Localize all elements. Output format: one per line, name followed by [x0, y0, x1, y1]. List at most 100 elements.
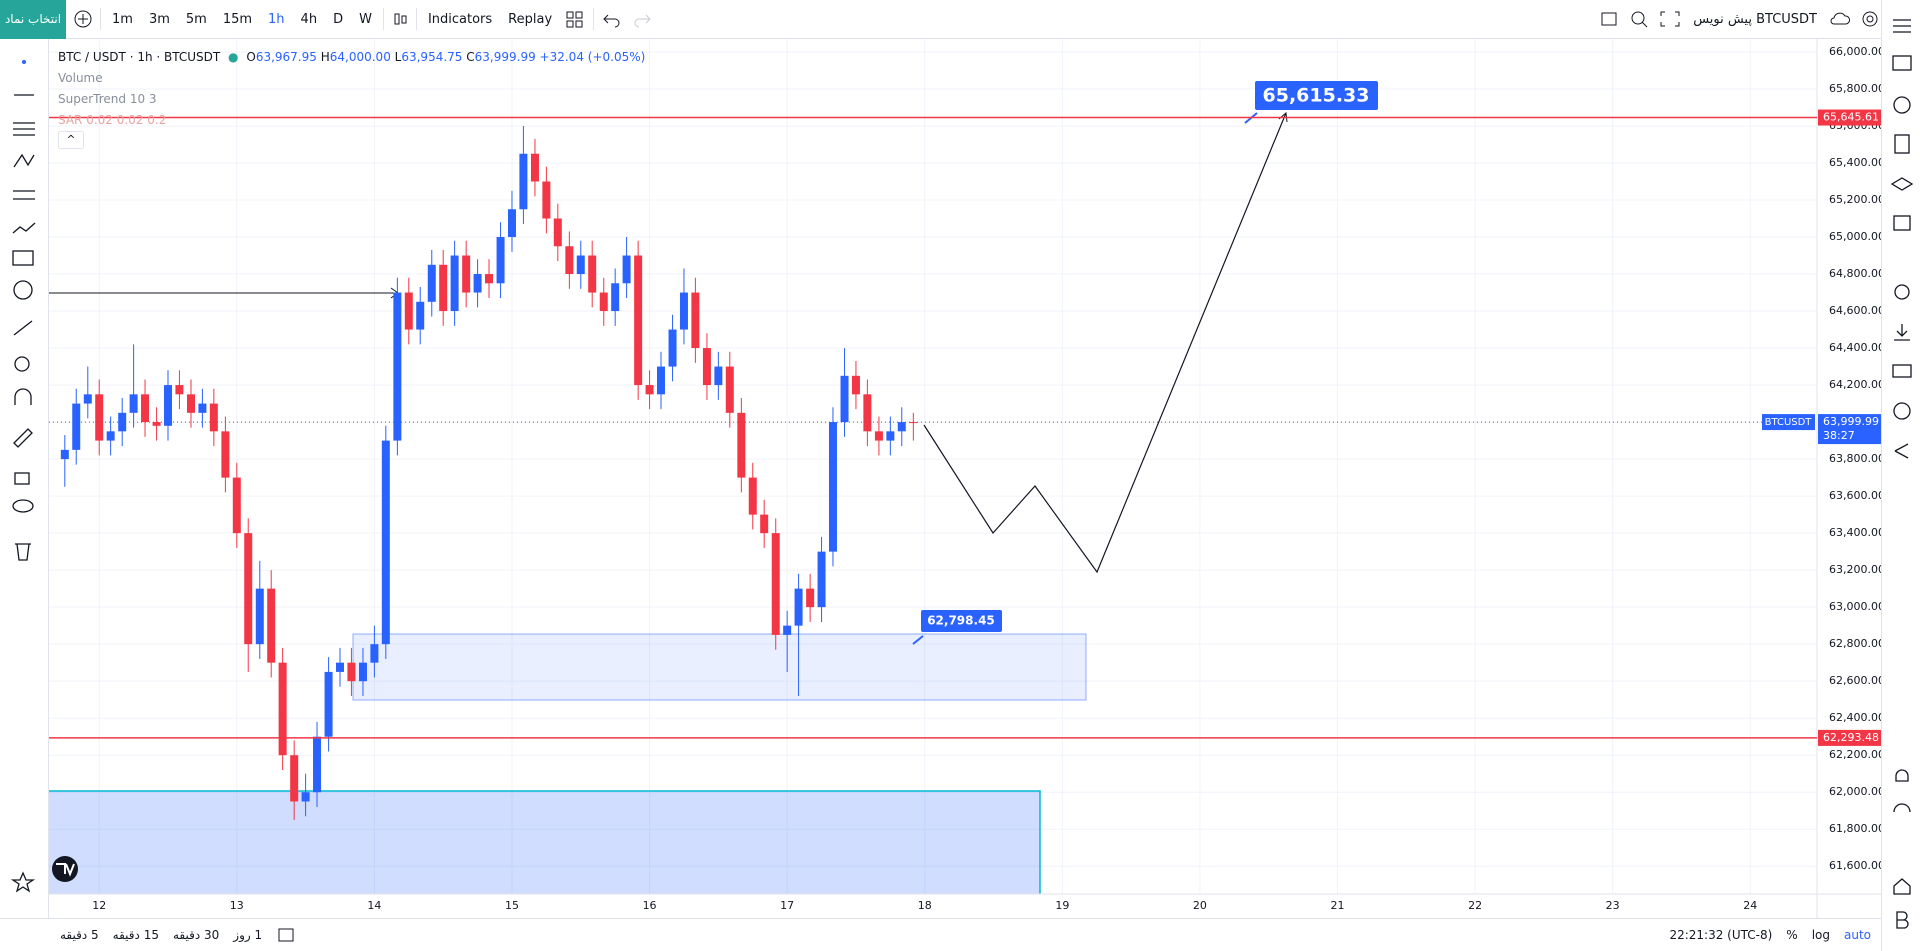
ruler-icon[interactable] [13, 320, 33, 336]
range-button[interactable]: 5 دقیقه [60, 928, 99, 942]
collapse-button[interactable]: ^ [58, 131, 84, 149]
profile-icon[interactable] [1893, 402, 1911, 420]
date-range-icon[interactable] [276, 926, 296, 944]
forecast-icon[interactable] [12, 222, 36, 234]
layers-icon[interactable] [1890, 177, 1914, 191]
interval[interactable]: D [333, 11, 344, 27]
candle-body [267, 588, 276, 663]
eye-icon[interactable] [12, 499, 34, 513]
interval[interactable]: W [359, 11, 372, 27]
candle-body [244, 533, 253, 645]
headset-icon[interactable] [1893, 803, 1911, 813]
candle-body [347, 662, 356, 682]
candle-body [95, 394, 104, 441]
bell-icon[interactable] [1895, 769, 1909, 782]
search-icon[interactable] [1628, 9, 1652, 29]
menu-icon[interactable] [1893, 19, 1911, 33]
candle-body [60, 449, 69, 460]
interval[interactable]: 5m [185, 11, 207, 27]
projection-icon[interactable] [13, 190, 35, 200]
watchlist-icon[interactable] [1892, 55, 1912, 71]
separator [415, 8, 417, 30]
price-label: 65,645.61 [1823, 111, 1879, 124]
zoom-icon[interactable] [14, 356, 30, 372]
ohlc-label: H [320, 50, 330, 64]
cloud-icon[interactable] [1828, 9, 1852, 29]
candles-icon[interactable] [390, 9, 410, 29]
candle-body [668, 329, 677, 367]
interval[interactable]: 15m [222, 11, 253, 27]
study[interactable]: SuperTrend 10 3 [58, 92, 157, 106]
star-icon[interactable] [10, 871, 36, 893]
candle-body [141, 394, 150, 423]
range-button[interactable]: 30 دقیقه [172, 928, 220, 942]
range-button[interactable]: 1 روز [233, 928, 263, 942]
candle-body [714, 366, 723, 386]
magnet-icon[interactable] [14, 388, 32, 405]
candle-body [83, 394, 92, 404]
lock-icon[interactable] [14, 472, 30, 485]
study[interactable]: Volume [58, 71, 103, 85]
interval[interactable]: 4h [300, 11, 318, 27]
pattern-icon[interactable] [13, 153, 35, 168]
add-icon[interactable] [72, 8, 94, 30]
cursor-icon[interactable] [22, 60, 26, 64]
layouts-icon[interactable] [563, 9, 587, 29]
axes: 61,600.00 61,800.00 62,000.00 62,200.00 62,4… [49, 45, 1881, 912]
home-icon[interactable] [1893, 878, 1911, 895]
y-tick-label: 61,600.00 [1829, 859, 1881, 872]
candle-body [691, 292, 700, 349]
auto-toggle[interactable]: auto [1843, 928, 1871, 942]
interval[interactable]: 3m [148, 11, 170, 27]
fullscreen-icon[interactable] [1598, 9, 1622, 29]
y-tick-label: 63,600.00 [1829, 489, 1881, 502]
callout-box [921, 610, 1002, 632]
logo-mark [56, 863, 75, 877]
settings-icon[interactable] [1894, 284, 1910, 300]
study[interactable]: SAR 0.02 0.02 0.2 [58, 113, 167, 127]
candle-body [622, 255, 631, 284]
indicators-button[interactable]: Indicators [427, 11, 493, 27]
interval[interactable]: 1m [112, 11, 133, 27]
y-tick-label: 64,400.00 [1829, 341, 1881, 354]
candle-body [519, 153, 528, 210]
x-tick-label: 12 [92, 899, 106, 912]
trash-icon[interactable] [15, 543, 31, 561]
y-tick-label: 65,200.00 [1829, 193, 1881, 206]
candle-body [725, 366, 734, 413]
emoji-icon[interactable] [13, 280, 33, 300]
x-tick-label: 22 [1468, 899, 1482, 912]
expand-icon[interactable] [1658, 9, 1682, 29]
y-tick-label: 63,800.00 [1829, 452, 1881, 465]
pencil-icon[interactable] [13, 428, 33, 448]
undo-icon[interactable] [600, 9, 624, 29]
calendar-icon[interactable] [1893, 215, 1911, 231]
candle-body [863, 394, 872, 432]
interval[interactable]: 1h [268, 11, 285, 27]
percent-toggle[interactable]: % [1786, 928, 1798, 942]
log-toggle[interactable]: log [1811, 928, 1830, 942]
range-button[interactable]: 15 دقیقه [112, 928, 159, 942]
symbol-button[interactable]: انتخاب نماد [0, 0, 66, 39]
alerts-icon[interactable] [1893, 96, 1911, 114]
candle-body [817, 551, 826, 608]
y-tick-label: 61,800.00 [1829, 822, 1881, 835]
share-icon[interactable] [1894, 443, 1909, 459]
notes-icon[interactable] [1894, 134, 1910, 154]
ohlc-label: O [246, 50, 256, 64]
card-icon[interactable] [1892, 364, 1912, 378]
redo-icon[interactable] [630, 9, 654, 29]
y-tick-label: 63,000.00 [1829, 600, 1881, 613]
note-icon[interactable] [12, 250, 34, 266]
last-price-label: 63,999.99 [1823, 415, 1879, 428]
y-tick-label: 62,600.00 [1829, 674, 1881, 687]
candle-body [828, 422, 837, 552]
fib-icon[interactable] [13, 122, 35, 136]
brand-icon[interactable] [1896, 911, 1909, 929]
download-icon[interactable] [1894, 324, 1910, 341]
layout-name[interactable]: BTCUSDT پیش نویس [1693, 11, 1817, 27]
y-tick-label: 64,800.00 [1829, 267, 1881, 280]
replay-button[interactable]: Replay [508, 11, 553, 27]
settings-icon[interactable] [1858, 9, 1882, 29]
